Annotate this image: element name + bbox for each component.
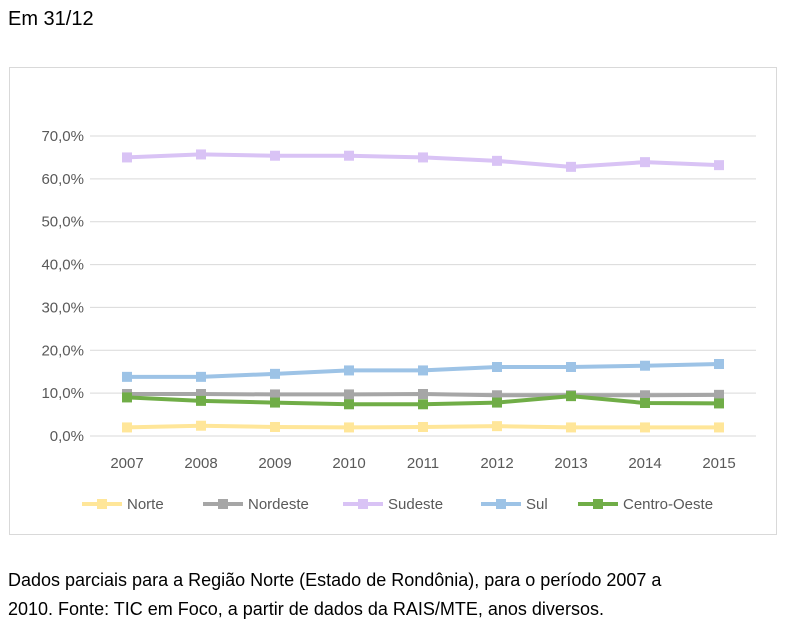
data-point bbox=[714, 398, 724, 409]
legend-swatch-marker bbox=[218, 499, 228, 509]
x-tick-label: 2014 bbox=[628, 455, 661, 472]
data-point bbox=[640, 157, 650, 168]
data-point bbox=[492, 421, 502, 432]
y-tick-label: 0,0% bbox=[50, 428, 84, 445]
data-point bbox=[344, 389, 354, 400]
data-point bbox=[344, 399, 354, 410]
data-point bbox=[492, 397, 502, 408]
y-tick-label: 60,0% bbox=[41, 171, 84, 188]
x-tick-label: 2011 bbox=[407, 455, 439, 472]
data-point bbox=[640, 360, 650, 371]
legend-label: Sudeste bbox=[388, 496, 443, 513]
legend-label: Sul bbox=[526, 496, 548, 513]
data-point bbox=[196, 389, 206, 399]
data-point bbox=[714, 359, 724, 369]
data-point bbox=[418, 422, 428, 432]
data-point bbox=[270, 150, 280, 161]
y-tick-label: 70,0% bbox=[41, 128, 84, 145]
data-point bbox=[122, 371, 132, 382]
data-point bbox=[566, 422, 576, 433]
data-point bbox=[492, 362, 502, 372]
data-point bbox=[344, 365, 354, 376]
legend-swatch-marker bbox=[496, 499, 506, 509]
caption-line-1: Dados parciais para a Região Norte (Esta… bbox=[8, 570, 662, 590]
chart-frame: 0,0% 10,0% 20,0% 30,0% 40,0% 50,0% 60,0% 70,0% 2… bbox=[9, 67, 777, 535]
x-tick-label: 2013 bbox=[554, 455, 587, 472]
data-point bbox=[344, 150, 354, 161]
caption-line-2: 2010. Fonte: TIC em Foco, a partir de da… bbox=[8, 599, 604, 619]
x-tick-label: 2010 bbox=[332, 455, 365, 472]
data-point bbox=[418, 399, 428, 410]
data-point bbox=[566, 161, 576, 172]
data-point bbox=[122, 392, 132, 403]
y-tick-label: 20,0% bbox=[41, 342, 84, 359]
data-point bbox=[566, 362, 576, 372]
data-point bbox=[344, 422, 354, 433]
data-point bbox=[492, 390, 502, 401]
data-point bbox=[196, 371, 206, 382]
legend-swatch-marker bbox=[358, 499, 368, 509]
data-point bbox=[196, 149, 206, 160]
data-point bbox=[418, 365, 428, 376]
data-point bbox=[714, 389, 724, 400]
legend-swatch-marker bbox=[593, 499, 603, 509]
data-point bbox=[640, 398, 650, 408]
data-point bbox=[640, 390, 650, 401]
data-point bbox=[122, 152, 132, 163]
figure-caption: Dados parciais para a Região Norte (Esta… bbox=[8, 566, 798, 624]
data-point bbox=[714, 422, 724, 433]
page-title: Em 31/12 bbox=[8, 8, 94, 30]
data-point bbox=[270, 422, 280, 432]
y-tick-label: 10,0% bbox=[41, 385, 84, 402]
y-tick-label: 30,0% bbox=[41, 299, 84, 316]
data-point bbox=[270, 368, 280, 379]
legend-label: Norte bbox=[127, 496, 164, 513]
line-chart: 0,0% 10,0% 20,0% 30,0% 40,0% 50,0% 60,0% 70,0% 2… bbox=[41, 128, 756, 513]
y-tick-label: 40,0% bbox=[41, 257, 84, 274]
data-point bbox=[714, 160, 724, 171]
y-tick-label: 50,0% bbox=[41, 214, 84, 231]
data-point bbox=[270, 389, 280, 400]
legend-swatch-marker bbox=[97, 499, 107, 509]
data-point bbox=[492, 155, 502, 166]
x-tick-label: 2007 bbox=[110, 455, 143, 472]
data-point bbox=[418, 152, 428, 163]
x-tick-label: 2008 bbox=[184, 455, 217, 472]
data-point bbox=[270, 397, 280, 408]
data-point bbox=[196, 420, 206, 431]
x-tick-label: 2009 bbox=[258, 455, 291, 472]
data-point bbox=[566, 391, 576, 402]
data-point bbox=[122, 422, 132, 433]
legend-label: Nordeste bbox=[248, 496, 309, 513]
x-tick-label: 2015 bbox=[702, 455, 735, 472]
data-point bbox=[418, 389, 428, 399]
data-point bbox=[640, 422, 650, 433]
data-point bbox=[196, 395, 206, 406]
legend-label: Centro-Oeste bbox=[623, 496, 713, 513]
x-tick-label: 2012 bbox=[480, 455, 513, 472]
